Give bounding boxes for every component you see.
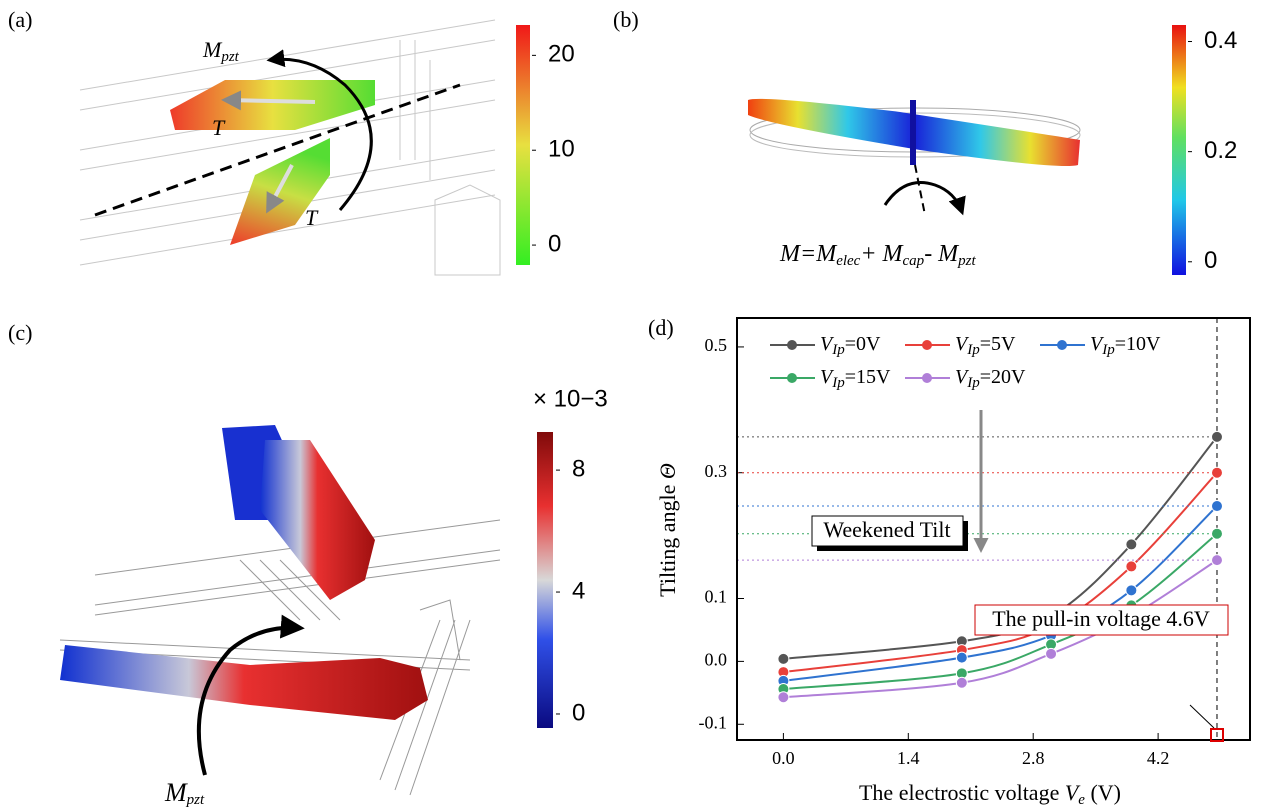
data-point (956, 677, 967, 688)
subscript: pzt (186, 792, 205, 808)
colorbar-ticks: 0 10 20 (532, 41, 575, 258)
legend-subscript: Ip (831, 375, 845, 391)
panel-label: (a) (8, 7, 32, 32)
data-point (1211, 555, 1222, 566)
x-tick-label: 1.4 (897, 748, 920, 768)
legend-subscript: Ip (831, 342, 845, 358)
legend-swatch (787, 340, 797, 350)
actuator (260, 440, 375, 600)
equation: M=Melec+ Mcap- Mpzt (779, 241, 977, 270)
colorbar-tick-label: 0.4 (1204, 27, 1237, 54)
moment-label: Mpzt (202, 37, 240, 65)
data-point (1126, 561, 1137, 572)
x-tick-label: 0.0 (772, 748, 795, 768)
legend-swatch (1057, 340, 1067, 350)
subscript: elec (836, 253, 860, 269)
term: M=M (779, 241, 838, 267)
colorbar-tick-label: 0 (572, 699, 585, 726)
colorbar-ticks: 0 0.2 0.4 (1188, 27, 1237, 274)
data-point (1211, 431, 1222, 442)
legend-subscript: Ip (966, 342, 980, 358)
label-text: Tilting angle (655, 479, 680, 597)
legend-text: =10V (1115, 333, 1161, 355)
actuator (60, 645, 428, 720)
scale-label: × 10−3 (533, 385, 608, 412)
data-point (1126, 539, 1137, 550)
moment-label: Mpzt (164, 778, 205, 808)
legend-swatch (922, 373, 932, 383)
term: - M (924, 241, 960, 267)
panel-label: (b) (613, 7, 639, 32)
data-point (1126, 585, 1137, 596)
legend-entry: VIp=20V (955, 366, 1026, 392)
panel-label: (d) (648, 315, 674, 340)
hinge (910, 100, 916, 165)
colorbar (537, 432, 553, 728)
colorbar-ticks: 0 4 8 (556, 455, 585, 726)
legend-text: =20V (980, 366, 1026, 388)
annotation: The pull-in voltage 4.6V (992, 606, 1210, 631)
legend-text: =15V (845, 366, 891, 388)
colorbar-tick-label: 4 (572, 577, 585, 604)
force-label: T (212, 115, 226, 140)
legend-swatch (787, 373, 797, 383)
legend-subscript: Ip (966, 375, 980, 391)
y-tick-label: -0.1 (699, 712, 728, 732)
legend-entry: VIp=10V (1090, 333, 1161, 359)
colorbar-tick-label: 8 (572, 455, 585, 482)
x-tick-label: 4.2 (1147, 748, 1170, 768)
subscript: pzt (220, 49, 239, 65)
label-text: The electrostic voltage (859, 780, 1065, 805)
legend-entry: VIp=15V (820, 366, 891, 392)
colorbar (516, 25, 530, 265)
y-tick-label: 0.3 (705, 461, 728, 481)
axis-line (915, 165, 925, 215)
data-point (778, 653, 789, 664)
y-tick-label: 0.5 (705, 335, 728, 355)
data-point (778, 692, 789, 703)
legend-text: =5V (980, 333, 1016, 355)
unit: (V) (1085, 780, 1121, 805)
colorbar-tick-label: 0.2 (1204, 137, 1237, 164)
legend-text: =0V (845, 333, 881, 355)
annotation: Weekened Tilt (823, 517, 950, 542)
colorbar-tick-label: 0 (1204, 247, 1217, 274)
data-point (956, 652, 967, 663)
colorbar-tick-label: 0 (548, 230, 561, 257)
term: + M (860, 241, 904, 267)
data-point (1211, 467, 1222, 478)
force-label: T (305, 205, 319, 230)
actuator (170, 80, 375, 130)
subscript: cap (903, 253, 925, 269)
y-tick-label: 0.1 (705, 587, 728, 607)
force-arrow (225, 100, 315, 102)
colorbar-tick-label: 20 (548, 41, 575, 68)
colorbar (1172, 25, 1186, 275)
symbol: M (164, 778, 188, 807)
data-point (1211, 501, 1222, 512)
symbol: M (202, 37, 223, 62)
y-tick-label: 0.0 (705, 650, 728, 670)
legend-subscript: Ip (1101, 342, 1115, 358)
legend-entry: VIp=5V (955, 333, 1016, 359)
symbol: Θ (655, 463, 680, 479)
x-tick-label: 2.8 (1022, 748, 1045, 768)
legend-entry: VIp=0V (820, 333, 881, 359)
data-point (1046, 648, 1057, 659)
leader-line (1190, 705, 1214, 728)
y-axis-label: Tilting angle Θ (655, 463, 680, 597)
legend-swatch (922, 340, 932, 350)
x-axis-label: The electrostic voltage Ve (V) (859, 780, 1121, 808)
panel-label: (c) (8, 320, 32, 345)
figure: (a) Mpzt T T 01020 (b) M=Melec+ Mcap- Mp… (0, 0, 1261, 812)
colorbar-tick-label: 10 (548, 136, 575, 163)
subscript: pzt (957, 253, 976, 269)
data-point (1211, 528, 1222, 539)
